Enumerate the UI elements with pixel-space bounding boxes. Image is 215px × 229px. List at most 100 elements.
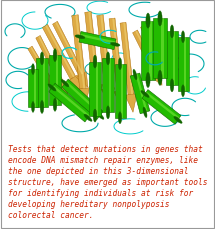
Ellipse shape [133, 70, 137, 80]
Ellipse shape [118, 59, 122, 70]
Polygon shape [145, 92, 180, 120]
Polygon shape [109, 19, 123, 92]
Ellipse shape [40, 53, 44, 65]
Polygon shape [101, 88, 114, 107]
Polygon shape [152, 72, 162, 86]
Ellipse shape [93, 110, 97, 123]
Polygon shape [52, 86, 90, 118]
Polygon shape [34, 70, 36, 107]
Ellipse shape [53, 49, 57, 62]
Polygon shape [30, 47, 57, 91]
Polygon shape [178, 38, 189, 91]
Polygon shape [120, 23, 134, 95]
Text: encode DNA mismatch repair enzymes, like: encode DNA mismatch repair enzymes, like [8, 155, 198, 164]
Ellipse shape [106, 106, 110, 119]
Ellipse shape [141, 91, 149, 98]
Polygon shape [68, 75, 80, 91]
Ellipse shape [48, 85, 56, 92]
Polygon shape [89, 62, 101, 116]
Polygon shape [77, 88, 89, 107]
Polygon shape [36, 36, 64, 86]
Ellipse shape [143, 108, 147, 118]
Polygon shape [49, 84, 91, 123]
Polygon shape [58, 82, 68, 97]
Polygon shape [102, 59, 114, 113]
Polygon shape [38, 37, 64, 85]
Polygon shape [130, 74, 150, 114]
Polygon shape [85, 13, 99, 86]
Polygon shape [100, 16, 110, 89]
Ellipse shape [110, 43, 120, 47]
Polygon shape [135, 74, 148, 113]
Ellipse shape [106, 53, 110, 65]
Polygon shape [89, 85, 103, 104]
Ellipse shape [75, 36, 85, 40]
Polygon shape [158, 67, 168, 81]
Ellipse shape [84, 115, 92, 122]
Polygon shape [80, 35, 115, 45]
Polygon shape [161, 19, 164, 79]
Polygon shape [97, 16, 111, 90]
Polygon shape [28, 70, 38, 107]
Text: for identifying individuals at risk for: for identifying individuals at risk for [8, 188, 193, 197]
Polygon shape [184, 38, 186, 91]
Polygon shape [53, 22, 84, 77]
Polygon shape [75, 16, 85, 89]
Polygon shape [125, 94, 137, 113]
Polygon shape [166, 32, 178, 86]
Polygon shape [133, 31, 159, 77]
Ellipse shape [158, 71, 162, 86]
Polygon shape [141, 26, 166, 71]
Ellipse shape [53, 99, 57, 112]
Polygon shape [141, 22, 155, 81]
Text: structure, have emerged as important tools: structure, have emerged as important too… [8, 177, 207, 186]
Ellipse shape [181, 32, 185, 44]
Polygon shape [114, 91, 126, 110]
Polygon shape [79, 32, 116, 50]
Polygon shape [51, 88, 62, 102]
Polygon shape [62, 80, 103, 120]
Ellipse shape [93, 56, 97, 69]
Ellipse shape [158, 12, 162, 27]
Ellipse shape [40, 101, 44, 114]
Polygon shape [115, 65, 126, 118]
Polygon shape [36, 59, 48, 107]
Polygon shape [109, 59, 111, 113]
Polygon shape [142, 90, 181, 125]
Ellipse shape [32, 102, 34, 113]
Polygon shape [149, 22, 152, 81]
Ellipse shape [146, 14, 150, 29]
Ellipse shape [170, 26, 174, 39]
Polygon shape [55, 23, 83, 75]
Polygon shape [77, 72, 88, 88]
Polygon shape [43, 59, 45, 107]
Polygon shape [123, 23, 133, 95]
Ellipse shape [61, 80, 69, 87]
Polygon shape [49, 56, 61, 105]
Polygon shape [153, 19, 167, 79]
Polygon shape [173, 32, 175, 86]
Polygon shape [112, 19, 122, 92]
Polygon shape [88, 13, 98, 86]
Ellipse shape [118, 112, 122, 124]
Polygon shape [56, 56, 58, 105]
Ellipse shape [174, 117, 182, 124]
Text: developing hereditary nonpolyposis: developing hereditary nonpolyposis [8, 199, 169, 208]
Polygon shape [121, 65, 123, 118]
Text: the one depicted in this 3-dimensional: the one depicted in this 3-dimensional [8, 166, 188, 175]
Polygon shape [45, 26, 75, 78]
Polygon shape [28, 47, 58, 93]
Text: Tests that detect mutations in genes that: Tests that detect mutations in genes tha… [8, 144, 202, 153]
Ellipse shape [181, 85, 185, 97]
Ellipse shape [32, 65, 34, 75]
Polygon shape [42, 25, 76, 80]
Polygon shape [96, 62, 98, 116]
Text: colorectal cancer.: colorectal cancer. [8, 210, 93, 219]
Polygon shape [143, 26, 165, 70]
Ellipse shape [146, 73, 150, 88]
Ellipse shape [96, 112, 104, 120]
Polygon shape [135, 31, 158, 75]
Polygon shape [65, 82, 102, 116]
Ellipse shape [170, 79, 174, 93]
Polygon shape [72, 16, 86, 90]
